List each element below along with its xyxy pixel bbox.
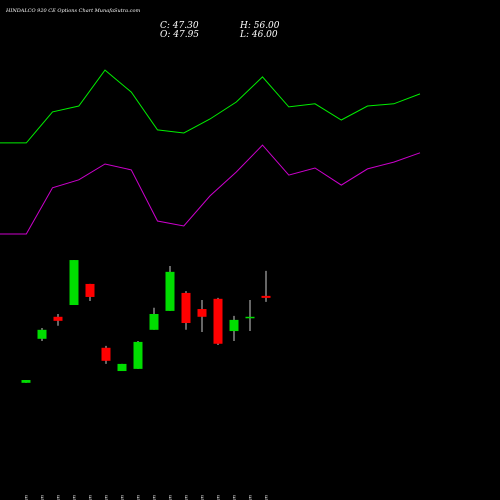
x-tick-label: 16 Jan	[184, 495, 190, 500]
candle-body	[133, 341, 143, 369]
x-tick-label: 01 Jan	[24, 495, 30, 500]
x-tick-label: 05 Jan	[56, 495, 62, 500]
x-tick-label: 20 Jan	[216, 495, 222, 500]
indicator-line	[0, 69, 421, 144]
candle-body	[149, 314, 159, 330]
x-tick-label: 09 Jan	[120, 495, 126, 500]
x-tick-label: 21 Jan	[232, 495, 238, 500]
candle-body	[165, 271, 175, 311]
candle-body	[261, 295, 271, 298]
x-tick-label: 07 Jan	[88, 495, 94, 500]
summary-high: H: 56.00	[239, 21, 280, 31]
summary-low: L: 46.00	[239, 30, 278, 40]
x-tick-label: 06 Jan	[72, 495, 78, 500]
candle-body	[69, 260, 79, 306]
x-tick-label: 02 Jan	[40, 495, 46, 500]
indicator-line	[0, 144, 421, 235]
candle-body	[245, 316, 255, 319]
candle-body	[101, 347, 111, 361]
summary-open: O: 47.95	[160, 30, 199, 40]
x-tick-label: 22 Jan	[248, 495, 254, 500]
candle-body	[229, 319, 239, 332]
candle-body	[181, 292, 191, 323]
x-tick-label: 13 Jan	[152, 495, 158, 500]
candle-body	[197, 309, 207, 317]
x-tick-label: 14 Jan	[168, 495, 174, 500]
x-tick-label: 08 Jan	[104, 495, 110, 500]
x-tick-label: 19 Jan	[200, 495, 206, 500]
candle-body	[21, 380, 31, 383]
x-tick-label: 12 Jan	[136, 495, 142, 500]
candle-body	[117, 363, 127, 372]
candle-body	[37, 329, 47, 339]
candle-body	[85, 283, 95, 297]
candle-body	[213, 298, 223, 344]
candle-body	[53, 316, 63, 321]
chart-title: HINDALCO 920 CE Options Chart MunafaSutr…	[5, 8, 140, 14]
x-tick-label: 23 Jan	[264, 495, 270, 500]
summary-close: C: 47.30	[160, 21, 199, 31]
